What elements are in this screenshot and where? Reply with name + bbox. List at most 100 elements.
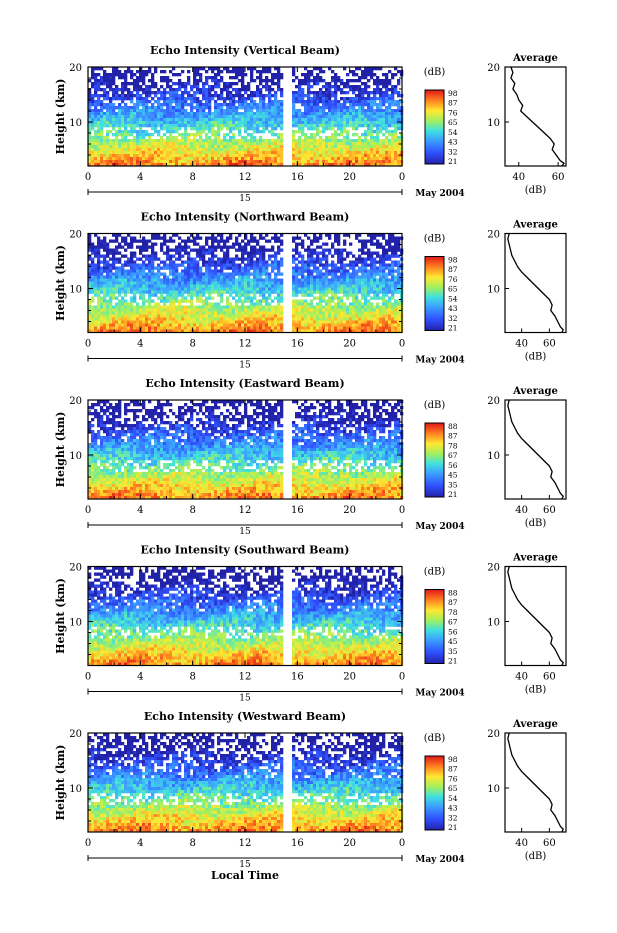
heatmap-cell [265, 273, 268, 276]
y-axis-label: Height (km) [54, 79, 67, 155]
heatmap-cell [235, 273, 238, 276]
heatmap-cell [313, 91, 316, 94]
heatmap-cell [142, 136, 145, 139]
heatmap-cell [172, 148, 175, 151]
heatmap-cell [187, 276, 190, 279]
heatmap-cell [334, 270, 337, 273]
heatmap-cell [277, 279, 280, 282]
heatmap-cell [265, 109, 268, 112]
heatmap-cell [211, 70, 214, 73]
heatmap-cell [100, 279, 103, 282]
heatmap-cell [265, 79, 268, 82]
heatmap-cell [238, 88, 241, 91]
heatmap-cell [106, 312, 109, 315]
heatmap-cell [253, 160, 256, 163]
heatmap-cell [151, 294, 154, 297]
heatmap-cell [367, 142, 370, 145]
heatmap-cell [100, 106, 103, 109]
heatmap-cell [280, 288, 283, 291]
heatmap-cell [157, 160, 160, 163]
heatmap-cell [295, 151, 298, 154]
heatmap-cell [322, 249, 325, 252]
heatmap-cell [370, 142, 373, 145]
heatmap-cell [307, 258, 310, 261]
heatmap-cell [394, 124, 397, 127]
heatmap-cell [196, 154, 199, 157]
heatmap-cell [109, 85, 112, 88]
heatmap-cell [190, 112, 193, 115]
heatmap-cell [367, 285, 370, 288]
heatmap-cell [199, 285, 202, 288]
heatmap-cell [367, 276, 370, 279]
heatmap-cell [352, 151, 355, 154]
heatmap-cell [187, 285, 190, 288]
heatmap-cell [343, 118, 346, 121]
heatmap-cell [94, 148, 97, 151]
heatmap-cell [187, 255, 190, 258]
heatmap-cell [295, 97, 298, 100]
heatmap-cell [196, 109, 199, 112]
heatmap-cell [121, 145, 124, 148]
heatmap-cell [280, 282, 283, 285]
heatmap-cell [337, 103, 340, 106]
heatmap-cell [178, 82, 181, 85]
heatmap-cell [109, 142, 112, 145]
heatmap-cell [196, 264, 199, 267]
heatmap-cell [331, 133, 334, 136]
heatmap-cell [127, 282, 130, 285]
heatmap-cell [172, 73, 175, 76]
heatmap-cell [325, 112, 328, 115]
heatmap-cell [352, 133, 355, 136]
heatmap-cell [142, 118, 145, 121]
heatmap-cell [118, 276, 121, 279]
heatmap-cell [229, 103, 232, 106]
heatmap-cell [301, 82, 304, 85]
heatmap-cell [382, 100, 385, 103]
heatmap-cell [379, 103, 382, 106]
heatmap-cell [112, 255, 115, 258]
heatmap-cell [316, 157, 319, 160]
heatmap-cell [205, 291, 208, 294]
heatmap-cell [172, 240, 175, 243]
heatmap-cell [208, 237, 211, 240]
heatmap-cell [184, 285, 187, 288]
heatmap-cell [199, 154, 202, 157]
heatmap-cell [100, 255, 103, 258]
heatmap-cell [157, 291, 160, 294]
heatmap-cell [157, 118, 160, 121]
heatmap-cell [148, 270, 151, 273]
heatmap-cell [349, 273, 352, 276]
heatmap-cell [304, 124, 307, 127]
heatmap-cell [337, 258, 340, 261]
heatmap-cell [397, 246, 400, 249]
heatmap-cell [133, 124, 136, 127]
heatmap-cell [214, 306, 217, 309]
heatmap-cell [358, 279, 361, 282]
heatmap-cell [148, 70, 151, 73]
heatmap-cell [163, 76, 166, 79]
heatmap-cell [178, 273, 181, 276]
heatmap-cell [250, 261, 253, 264]
heatmap-cell [334, 97, 337, 100]
heatmap-cell [379, 312, 382, 315]
heatmap-cell [91, 249, 94, 252]
heatmap-cell [259, 136, 262, 139]
heatmap-cell [190, 261, 193, 264]
heatmap-cell [139, 115, 142, 118]
heatmap-cell [166, 91, 169, 94]
heatmap-cell [241, 154, 244, 157]
heatmap-cell [166, 267, 169, 270]
heatmap-cell [247, 85, 250, 88]
heatmap-cell [268, 145, 271, 148]
heatmap-cell [106, 282, 109, 285]
heatmap-cell [160, 136, 163, 139]
heatmap-cell [175, 139, 178, 142]
heatmap-cell [172, 139, 175, 142]
heatmap-cell [139, 240, 142, 243]
heatmap-cell [154, 70, 157, 73]
heatmap-cell [226, 288, 229, 291]
heatmap-cell [235, 282, 238, 285]
heatmap-cell [166, 291, 169, 294]
heatmap-cell [298, 82, 301, 85]
heatmap-cell [361, 109, 364, 112]
